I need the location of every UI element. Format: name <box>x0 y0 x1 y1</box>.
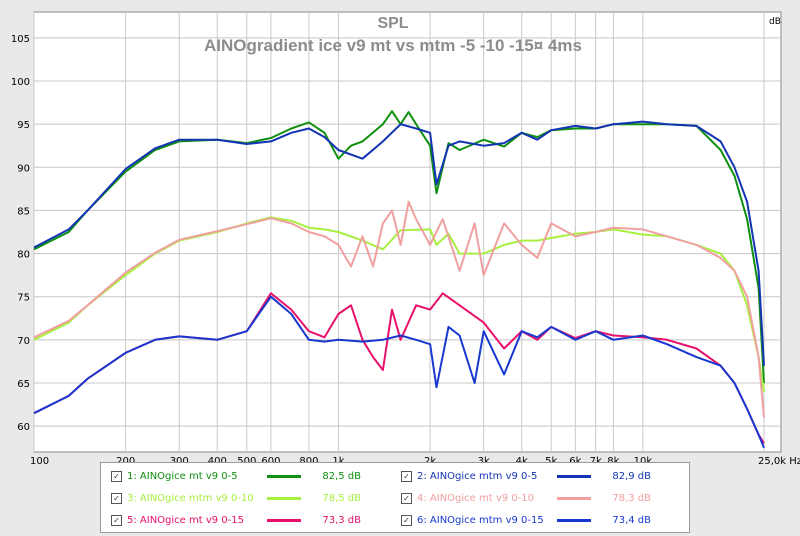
x-tick-label: 100 <box>30 456 49 467</box>
legend-swatch <box>557 518 591 522</box>
legend-entry-3: ✓ 3: AINOgice mtm v9 0-10 78,5 dB <box>111 489 361 507</box>
y-tick-label: 95 <box>17 120 30 131</box>
legend-checkbox[interactable]: ✓ <box>111 492 122 504</box>
series-line-6 <box>33 295 765 449</box>
legend-label: 3: AINOgice mtm v9 0-10 <box>127 492 254 504</box>
x-tick-label: 600 <box>261 456 280 467</box>
x-tick-label: 500 <box>237 456 256 467</box>
legend-label: 5: AINOgice mt v9 0-15 <box>127 514 245 526</box>
y-tick-label: 60 <box>17 422 30 433</box>
legend-swatch <box>557 474 591 478</box>
legend-swatch <box>267 496 301 500</box>
y-tick-label: 105 <box>11 34 30 45</box>
tick-labels: 60 65 70 75 80 85 90 95 100 105 100 200 300 400 500 600… <box>11 34 800 467</box>
legend-checkbox[interactable]: ✓ <box>401 492 412 504</box>
x-tick-label: 5k <box>545 456 557 467</box>
legend-entry-2: ✓ 2: AINOgice mtm v9 0-5 82,9 dB <box>401 467 651 485</box>
legend-checkbox[interactable]: ✓ <box>401 514 412 526</box>
legend-swatch <box>557 496 591 500</box>
legend-value: 82,5 dB <box>322 470 361 482</box>
legend-checkbox[interactable]: ✓ <box>111 514 122 526</box>
series-line-2 <box>33 120 765 366</box>
legend-value: 78,3 dB <box>612 492 651 504</box>
y-tick-label: 65 <box>17 379 30 390</box>
legend-checkbox[interactable]: ✓ <box>111 470 122 482</box>
legend-label: 2: AINOgice mtm v9 0-5 <box>417 470 538 482</box>
chart-legend: ✓ 1: AINOgice mt v9 0-5 82,5 dB ✓ 2: AINOgic… <box>100 462 690 533</box>
legend-value: 73,3 dB <box>322 514 361 526</box>
x-tick-label: 200 <box>116 456 135 467</box>
legend-checkbox[interactable]: ✓ <box>401 470 412 482</box>
y-tick-label: 75 <box>17 293 30 304</box>
legend-label: 1: AINOgice mt v9 0-5 <box>127 470 238 482</box>
x-tick-label: 4k <box>516 456 528 467</box>
y-tick-label: 85 <box>17 206 30 217</box>
x-tick-label: 6k <box>569 456 581 467</box>
x-tick-label: 800 <box>299 456 318 467</box>
legend-entry-1: ✓ 1: AINOgice mt v9 0-5 82,5 dB <box>111 467 361 485</box>
x-tick-label: 2k <box>424 456 436 467</box>
y-unit-label: dB <box>769 17 781 27</box>
legend-entry-5: ✓ 5: AINOgice mt v9 0-15 73,3 dB <box>111 511 361 529</box>
x-tick-label: 10k <box>634 456 653 467</box>
x-tick-label: 8k <box>607 456 619 467</box>
legend-swatch <box>267 474 301 478</box>
x-tick-label: 3k <box>478 456 490 467</box>
x-tick-label: 1k <box>332 456 344 467</box>
x-tick-label: 7k <box>590 456 602 467</box>
legend-entry-6: ✓ 6: AINOgice mtm v9 0-15 73,4 dB <box>401 511 651 529</box>
legend-value: 73,4 dB <box>612 514 651 526</box>
x-tick-label: 300 <box>170 456 189 467</box>
legend-value: 78,5 dB <box>322 492 361 504</box>
legend-value: 82,9 dB <box>612 470 651 482</box>
chart-title: SPL <box>377 15 408 32</box>
chart-subtitle: AINOgradient ice v9 mt vs mtm -5 -10 -15… <box>204 36 582 55</box>
y-tick-label: 100 <box>11 77 30 88</box>
legend-swatch <box>267 518 301 522</box>
legend-entry-4: ✓ 4: AINOgice mt v9 0-10 78,3 dB <box>401 489 651 507</box>
series-line-4 <box>33 200 765 418</box>
x-tick-label: 400 <box>208 456 227 467</box>
y-tick-label: 90 <box>17 163 30 174</box>
legend-label: 6: AINOgice mtm v9 0-15 <box>417 514 544 526</box>
y-tick-label: 70 <box>17 336 30 347</box>
y-tick-label: 80 <box>17 250 30 261</box>
plot-background <box>33 11 782 453</box>
x-tick-label: 25,0k Hz <box>758 456 800 467</box>
series-layer <box>33 110 765 449</box>
legend-label: 4: AINOgice mt v9 0-10 <box>417 492 535 504</box>
